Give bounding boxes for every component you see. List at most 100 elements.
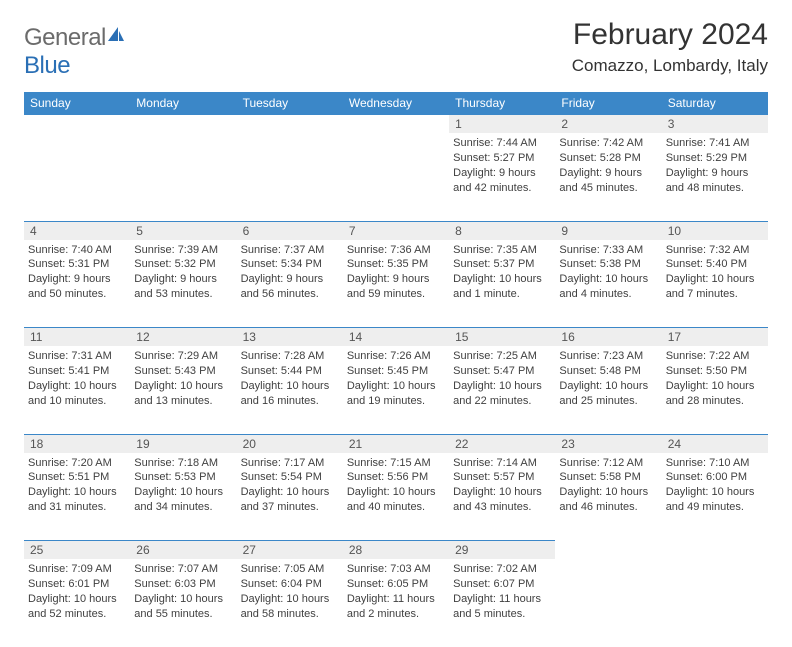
day-detail: Sunrise: 7:12 AMSunset: 5:58 PMDaylight:… xyxy=(555,453,661,518)
daylight-line-a: Daylight: 10 hours xyxy=(241,485,339,500)
day-number-cell xyxy=(343,115,449,134)
daylight-line-a: Daylight: 9 hours xyxy=(28,272,126,287)
day-detail-cell: Sunrise: 7:29 AMSunset: 5:43 PMDaylight:… xyxy=(130,346,236,434)
daylight-line-b: and 56 minutes. xyxy=(241,287,339,302)
daylight-line-b: and 55 minutes. xyxy=(134,607,232,622)
day-detail: Sunrise: 7:41 AMSunset: 5:29 PMDaylight:… xyxy=(662,133,768,198)
day-detail-cell: Sunrise: 7:02 AMSunset: 6:07 PMDaylight:… xyxy=(449,559,555,647)
day-number-cell: 11 xyxy=(24,328,130,347)
day-header-row: Sunday Monday Tuesday Wednesday Thursday… xyxy=(24,92,768,115)
day-number-cell: 4 xyxy=(24,221,130,240)
daylight-line-a: Daylight: 10 hours xyxy=(241,379,339,394)
day-number-cell: 9 xyxy=(555,221,661,240)
day-detail: Sunrise: 7:28 AMSunset: 5:44 PMDaylight:… xyxy=(237,346,343,411)
daylight-line-b: and 58 minutes. xyxy=(241,607,339,622)
sunset-line: Sunset: 5:32 PM xyxy=(134,257,232,272)
day-number-cell: 26 xyxy=(130,541,236,560)
sunset-line: Sunset: 5:50 PM xyxy=(666,364,764,379)
day-number-cell: 22 xyxy=(449,434,555,453)
sunrise-line: Sunrise: 7:37 AM xyxy=(241,243,339,258)
daylight-line-b: and 28 minutes. xyxy=(666,394,764,409)
sunrise-line: Sunrise: 7:33 AM xyxy=(559,243,657,258)
brand-name-a: General xyxy=(24,24,106,51)
daylight-line-a: Daylight: 10 hours xyxy=(241,592,339,607)
sunrise-line: Sunrise: 7:40 AM xyxy=(28,243,126,258)
week-daynum-row: 123 xyxy=(24,115,768,134)
day-number-cell: 2 xyxy=(555,115,661,134)
sunset-line: Sunset: 6:04 PM xyxy=(241,577,339,592)
day-number-cell: 3 xyxy=(662,115,768,134)
daylight-line-b: and 49 minutes. xyxy=(666,500,764,515)
daylight-line-a: Daylight: 10 hours xyxy=(453,379,551,394)
day-number-cell xyxy=(555,541,661,560)
day-detail-cell xyxy=(662,559,768,647)
day-detail: Sunrise: 7:36 AMSunset: 5:35 PMDaylight:… xyxy=(343,240,449,305)
sunrise-line: Sunrise: 7:02 AM xyxy=(453,562,551,577)
sunset-line: Sunset: 6:00 PM xyxy=(666,470,764,485)
week-daynum-row: 45678910 xyxy=(24,221,768,240)
day-detail: Sunrise: 7:25 AMSunset: 5:47 PMDaylight:… xyxy=(449,346,555,411)
week-daynum-row: 18192021222324 xyxy=(24,434,768,453)
day-header: Friday xyxy=(555,92,661,115)
day-number-cell: 1 xyxy=(449,115,555,134)
week-daynum-row: 11121314151617 xyxy=(24,328,768,347)
day-detail-cell: Sunrise: 7:40 AMSunset: 5:31 PMDaylight:… xyxy=(24,240,130,328)
day-detail-cell: Sunrise: 7:23 AMSunset: 5:48 PMDaylight:… xyxy=(555,346,661,434)
day-detail: Sunrise: 7:15 AMSunset: 5:56 PMDaylight:… xyxy=(343,453,449,518)
daylight-line-b: and 42 minutes. xyxy=(453,181,551,196)
day-header: Tuesday xyxy=(237,92,343,115)
day-detail-cell: Sunrise: 7:42 AMSunset: 5:28 PMDaylight:… xyxy=(555,133,661,221)
day-detail: Sunrise: 7:23 AMSunset: 5:48 PMDaylight:… xyxy=(555,346,661,411)
daylight-line-b: and 7 minutes. xyxy=(666,287,764,302)
daylight-line-a: Daylight: 10 hours xyxy=(134,379,232,394)
daylight-line-b: and 31 minutes. xyxy=(28,500,126,515)
sunrise-line: Sunrise: 7:42 AM xyxy=(559,136,657,151)
day-number-cell: 8 xyxy=(449,221,555,240)
sunrise-line: Sunrise: 7:09 AM xyxy=(28,562,126,577)
day-detail: Sunrise: 7:17 AMSunset: 5:54 PMDaylight:… xyxy=(237,453,343,518)
day-detail-cell: Sunrise: 7:39 AMSunset: 5:32 PMDaylight:… xyxy=(130,240,236,328)
sunset-line: Sunset: 5:47 PM xyxy=(453,364,551,379)
day-detail-cell: Sunrise: 7:36 AMSunset: 5:35 PMDaylight:… xyxy=(343,240,449,328)
sunset-line: Sunset: 5:31 PM xyxy=(28,257,126,272)
sunrise-line: Sunrise: 7:20 AM xyxy=(28,456,126,471)
page-subtitle: Comazzo, Lombardy, Italy xyxy=(572,56,768,76)
daylight-line-b: and 19 minutes. xyxy=(347,394,445,409)
day-detail-cell: Sunrise: 7:44 AMSunset: 5:27 PMDaylight:… xyxy=(449,133,555,221)
day-detail: Sunrise: 7:26 AMSunset: 5:45 PMDaylight:… xyxy=(343,346,449,411)
sunrise-line: Sunrise: 7:15 AM xyxy=(347,456,445,471)
day-detail-cell: Sunrise: 7:05 AMSunset: 6:04 PMDaylight:… xyxy=(237,559,343,647)
daylight-line-a: Daylight: 10 hours xyxy=(559,485,657,500)
day-detail-cell: Sunrise: 7:31 AMSunset: 5:41 PMDaylight:… xyxy=(24,346,130,434)
day-header: Thursday xyxy=(449,92,555,115)
sunset-line: Sunset: 5:34 PM xyxy=(241,257,339,272)
sunset-line: Sunset: 5:45 PM xyxy=(347,364,445,379)
day-detail-cell: Sunrise: 7:37 AMSunset: 5:34 PMDaylight:… xyxy=(237,240,343,328)
day-detail-cell xyxy=(343,133,449,221)
day-detail: Sunrise: 7:40 AMSunset: 5:31 PMDaylight:… xyxy=(24,240,130,305)
day-detail: Sunrise: 7:35 AMSunset: 5:37 PMDaylight:… xyxy=(449,240,555,305)
sunrise-line: Sunrise: 7:17 AM xyxy=(241,456,339,471)
sunset-line: Sunset: 5:38 PM xyxy=(559,257,657,272)
daylight-line-b: and 13 minutes. xyxy=(134,394,232,409)
daylight-line-a: Daylight: 10 hours xyxy=(453,272,551,287)
sunrise-line: Sunrise: 7:05 AM xyxy=(241,562,339,577)
day-detail-cell: Sunrise: 7:07 AMSunset: 6:03 PMDaylight:… xyxy=(130,559,236,647)
day-number-cell: 19 xyxy=(130,434,236,453)
daylight-line-b: and 2 minutes. xyxy=(347,607,445,622)
day-detail: Sunrise: 7:39 AMSunset: 5:32 PMDaylight:… xyxy=(130,240,236,305)
day-number-cell xyxy=(237,115,343,134)
day-detail-cell: Sunrise: 7:41 AMSunset: 5:29 PMDaylight:… xyxy=(662,133,768,221)
day-detail: Sunrise: 7:32 AMSunset: 5:40 PMDaylight:… xyxy=(662,240,768,305)
day-detail-cell: Sunrise: 7:25 AMSunset: 5:47 PMDaylight:… xyxy=(449,346,555,434)
day-number-cell: 14 xyxy=(343,328,449,347)
day-header: Saturday xyxy=(662,92,768,115)
sunrise-line: Sunrise: 7:39 AM xyxy=(134,243,232,258)
day-detail: Sunrise: 7:18 AMSunset: 5:53 PMDaylight:… xyxy=(130,453,236,518)
day-number-cell: 27 xyxy=(237,541,343,560)
sunset-line: Sunset: 5:51 PM xyxy=(28,470,126,485)
day-detail-cell xyxy=(130,133,236,221)
day-number-cell: 23 xyxy=(555,434,661,453)
day-detail: Sunrise: 7:42 AMSunset: 5:28 PMDaylight:… xyxy=(555,133,661,198)
calendar-body: 123Sunrise: 7:44 AMSunset: 5:27 PMDaylig… xyxy=(24,115,768,647)
